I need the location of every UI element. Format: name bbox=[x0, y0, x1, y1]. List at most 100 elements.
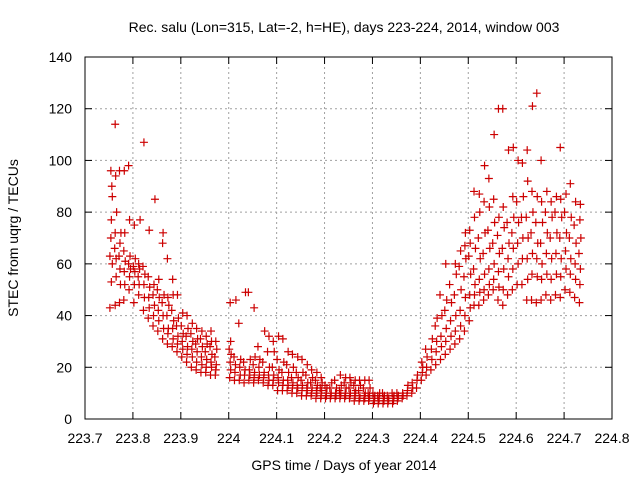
data-point bbox=[231, 360, 240, 369]
data-point bbox=[297, 376, 306, 385]
data-point bbox=[423, 352, 432, 361]
data-point bbox=[451, 311, 460, 320]
data-point bbox=[509, 213, 518, 222]
data-point bbox=[495, 249, 504, 258]
y-axis-label: STEC from uqrg / TECUs bbox=[5, 159, 21, 317]
data-point bbox=[193, 347, 202, 356]
data-point bbox=[566, 270, 575, 279]
data-point bbox=[330, 376, 339, 385]
data-point bbox=[120, 267, 129, 276]
data-point bbox=[433, 314, 442, 323]
data-point bbox=[270, 347, 279, 356]
data-point bbox=[489, 195, 498, 204]
data-point bbox=[158, 298, 167, 307]
data-point bbox=[105, 252, 114, 261]
data-point bbox=[485, 280, 494, 289]
data-point bbox=[274, 332, 283, 341]
data-point bbox=[442, 296, 451, 305]
data-point bbox=[182, 332, 191, 341]
data-point bbox=[119, 296, 128, 305]
data-point bbox=[145, 226, 154, 235]
data-point bbox=[283, 386, 292, 395]
data-point bbox=[335, 386, 344, 395]
data-point bbox=[489, 285, 498, 294]
data-point bbox=[183, 350, 192, 359]
data-point bbox=[340, 378, 349, 387]
data-point bbox=[512, 197, 521, 206]
data-point bbox=[231, 296, 240, 305]
data-point bbox=[536, 239, 545, 248]
y-tick-label: 60 bbox=[56, 256, 72, 272]
data-point bbox=[263, 347, 272, 356]
axis-ticks bbox=[84, 56, 613, 420]
data-point bbox=[164, 301, 173, 310]
data-point bbox=[508, 265, 517, 274]
data-point bbox=[471, 244, 480, 253]
data-point bbox=[111, 120, 120, 129]
data-point bbox=[366, 383, 375, 392]
data-point bbox=[246, 355, 255, 364]
data-point bbox=[260, 368, 269, 377]
data-point bbox=[528, 102, 537, 111]
data-point bbox=[552, 192, 561, 201]
data-point bbox=[345, 373, 354, 382]
data-point bbox=[173, 340, 182, 349]
x-tick-label: 224 bbox=[217, 430, 241, 446]
data-point bbox=[437, 342, 446, 351]
data-point bbox=[268, 363, 277, 372]
data-point bbox=[234, 319, 243, 328]
data-point bbox=[202, 355, 211, 364]
data-point bbox=[485, 202, 494, 211]
data-point bbox=[541, 208, 550, 217]
data-point bbox=[522, 213, 531, 222]
data-point bbox=[441, 259, 450, 268]
data-point bbox=[112, 208, 121, 217]
data-point bbox=[264, 332, 273, 341]
data-point bbox=[490, 218, 499, 227]
data-point bbox=[440, 306, 449, 315]
data-point bbox=[163, 254, 172, 263]
data-point bbox=[359, 383, 368, 392]
data-point bbox=[499, 265, 508, 274]
data-point bbox=[111, 301, 120, 310]
data-point bbox=[533, 192, 542, 201]
data-point bbox=[207, 358, 216, 367]
data-point bbox=[282, 360, 291, 369]
data-point bbox=[524, 234, 533, 242]
data-point bbox=[183, 342, 192, 351]
data-point bbox=[150, 195, 159, 204]
data-point bbox=[567, 213, 576, 222]
data-point bbox=[426, 365, 435, 374]
data-point bbox=[575, 280, 584, 289]
data-point bbox=[555, 234, 564, 242]
data-point bbox=[537, 296, 546, 305]
data-point bbox=[446, 316, 455, 325]
data-point bbox=[537, 156, 546, 165]
data-point bbox=[459, 272, 468, 281]
data-point bbox=[465, 226, 474, 235]
data-point bbox=[196, 334, 205, 343]
data-point bbox=[560, 208, 569, 217]
data-point bbox=[469, 265, 478, 274]
data-point bbox=[162, 311, 171, 320]
data-point bbox=[321, 381, 330, 390]
data-point bbox=[498, 244, 507, 253]
data-point bbox=[106, 166, 115, 175]
data-point bbox=[446, 345, 455, 354]
data-point bbox=[509, 143, 518, 152]
data-point bbox=[466, 270, 475, 279]
data-point bbox=[428, 334, 437, 343]
data-point bbox=[484, 265, 493, 274]
data-point bbox=[514, 156, 523, 165]
data-point bbox=[546, 234, 555, 242]
data-point bbox=[541, 290, 550, 299]
data-point bbox=[407, 389, 416, 398]
data-point bbox=[192, 365, 201, 374]
data-point bbox=[527, 270, 536, 279]
data-point bbox=[431, 360, 440, 369]
data-point bbox=[187, 345, 196, 354]
data-point bbox=[513, 239, 522, 248]
data-point bbox=[509, 244, 518, 253]
y-tick-label: 0 bbox=[64, 411, 72, 427]
data-point bbox=[460, 327, 469, 336]
